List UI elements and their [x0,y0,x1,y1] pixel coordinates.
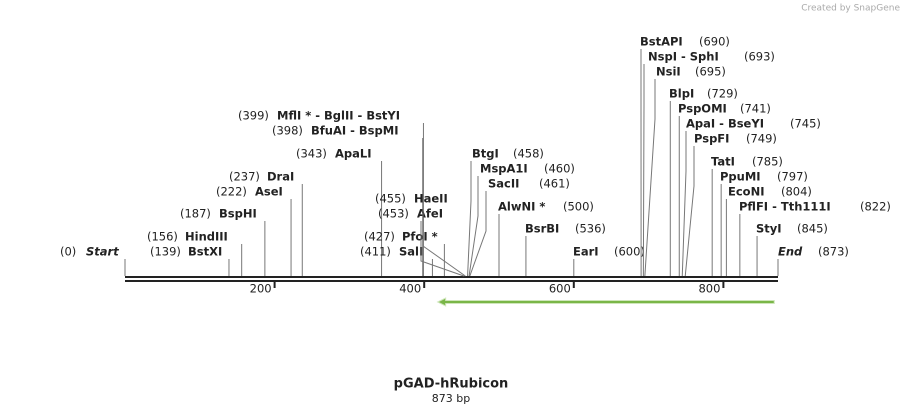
site-name: BsrBI [525,222,559,236]
site-name: AfeI [417,207,443,221]
site-name: DraI [267,170,294,184]
site-line [681,131,687,277]
site-name: ApaI - BseYI [686,117,764,131]
site-position: (460) [544,162,575,176]
site-position: (427) [364,230,395,244]
site-position: (343) [296,147,327,161]
site-name: EarI [573,245,599,259]
site-name: EcoNI [728,185,764,199]
site-name: PpuMI [720,170,761,184]
site-name: BstXI [188,245,222,259]
site-name: MflI * - BglII - BstYI [277,109,400,123]
site-position: (458) [513,147,544,161]
site-position: (399) [238,109,269,123]
ruler-label: 800 [698,282,720,296]
site-position: (690) [699,35,730,49]
site-position: (741) [740,102,771,116]
site-position: (729) [707,87,738,101]
site-name: End [778,245,803,259]
site-position: (600) [614,245,645,259]
site-line [420,221,465,277]
site-line [468,176,479,277]
site-position: (695) [695,65,726,79]
site-position: (822) [860,200,891,214]
site-name: MspA1I [480,162,528,176]
ruler-label: 200 [250,282,272,296]
site-position: (187) [180,207,211,221]
site-name: PspOMI [678,102,727,116]
site-name: PflFI - Tth111I [739,200,831,214]
site-position: (873) [818,245,849,259]
site-name: AseI [255,185,283,199]
site-name: ApaLI [335,147,372,161]
site-position: (455) [375,192,406,206]
site-position: (237) [229,170,260,184]
site-name: BtgI [472,147,499,161]
site-position: (536) [575,222,606,236]
site-name: Start [86,245,119,259]
site-position: (749) [746,132,777,146]
site-name: SacII [488,177,519,191]
site-position: (453) [378,207,409,221]
site-name: PfoI * [402,230,438,244]
site-name: BspHI [219,207,257,221]
site-name: NsiI [656,65,681,79]
site-name: SalI [399,245,423,259]
site-name: HaeII [414,192,448,206]
credit: Created by SnapGene [801,4,900,14]
site-position: (500) [563,200,594,214]
site-name: AlwNI * [498,200,545,214]
site-name: NspI - SphI [648,50,719,64]
site-position: (139) [150,245,181,259]
site-position: (745) [790,117,821,131]
site-position: (785) [752,155,783,169]
site-line [467,161,472,277]
feature-arrow [436,297,775,307]
site-position: (0) [60,245,76,259]
site-name: BstAPI [640,35,683,49]
site-line [644,79,656,277]
site-name: HindIII [185,230,228,244]
site-position: (156) [147,230,178,244]
site-position: (845) [797,222,828,236]
site-line [469,191,487,277]
site-position: (797) [777,170,808,184]
site-line [422,206,466,277]
site-name: PspFI [694,132,729,146]
title: pGAD-hRubicon [394,377,509,392]
site-position: (222) [216,185,247,199]
length-label: 873 bp [432,392,470,405]
site-line [642,64,645,277]
site-position: (461) [539,177,570,191]
site-name: TatI [711,155,735,169]
site-position: (693) [744,50,775,64]
site-position: (804) [781,185,812,199]
ruler-label: 600 [549,282,571,296]
ruler-label: 400 [399,282,421,296]
site-name: BfuAI - BspMI [311,124,398,138]
site-position: (398) [272,124,303,138]
site-name: StyI [756,222,782,236]
site-line [684,146,695,277]
site-name: BlpI [669,87,694,101]
site-position: (411) [360,245,391,259]
